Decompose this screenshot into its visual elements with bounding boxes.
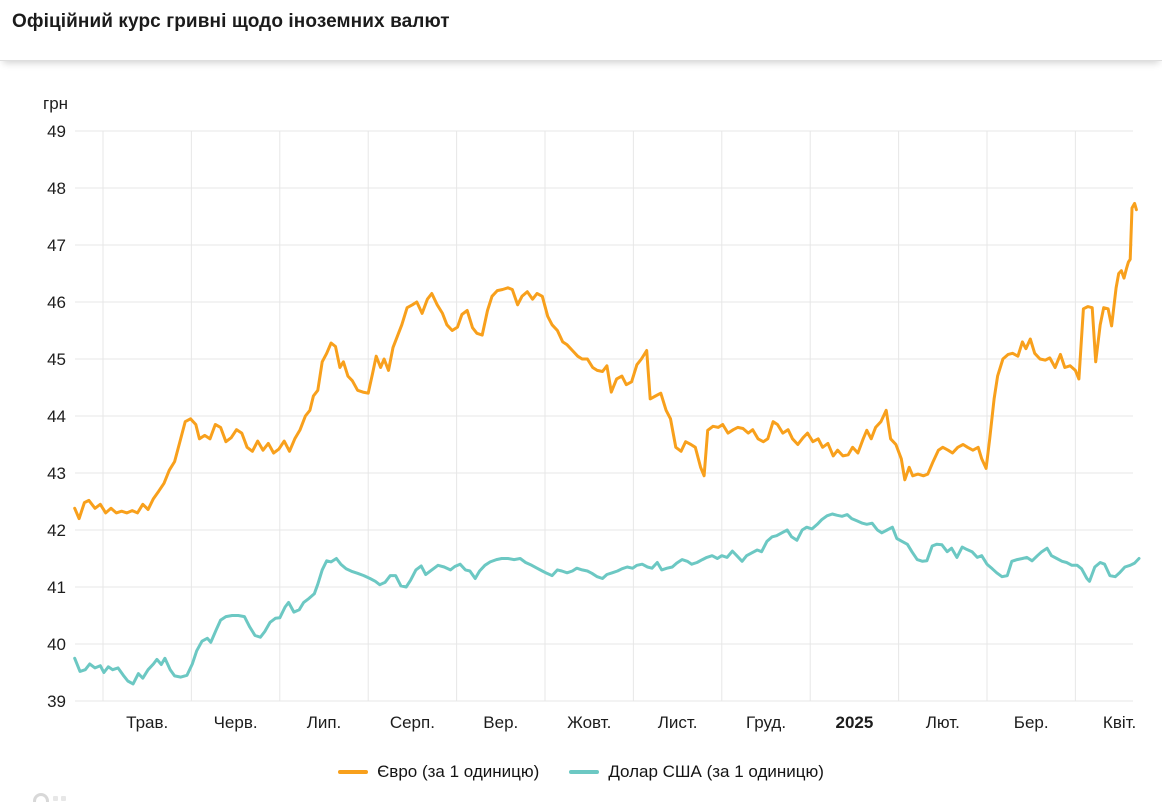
- x-axis-month-label: Лют.: [926, 713, 960, 732]
- x-axis-month-label: Бер.: [1014, 713, 1049, 732]
- x-axis-month-label: Лип.: [307, 713, 342, 732]
- usd-rate-line[interactable]: [73, 512, 1141, 686]
- y-axis-tick: 48: [47, 179, 66, 198]
- y-axis-tick: 44: [47, 407, 66, 426]
- y-axis-unit-label: грн: [43, 94, 68, 113]
- x-axis-month-label: Груд.: [746, 713, 786, 732]
- y-axis-tick: 45: [47, 350, 66, 369]
- x-axis-month-label: Серп.: [390, 713, 435, 732]
- x-axis-month-label: Трав.: [126, 713, 168, 732]
- legend-item-usd[interactable]: Долар США (за 1 одиницю): [569, 762, 824, 782]
- watermark-circle-icon: [33, 793, 49, 802]
- header-bar: Офіційний курс гривні щодо іноземних вал…: [0, 0, 1162, 61]
- watermark-logo: [33, 793, 75, 802]
- x-axis-month-label: Жовт.: [567, 713, 611, 732]
- x-axis-month-label: 2025: [835, 713, 873, 732]
- eur-rate-line[interactable]: [73, 201, 1138, 521]
- x-axis-month-label: Черв.: [214, 713, 258, 732]
- usd-line-swatch: [569, 770, 600, 774]
- x-axis-month-label: Квіт.: [1103, 713, 1136, 732]
- y-axis-tick: 43: [47, 464, 66, 483]
- legend-item-euro[interactable]: Євро (за 1 одиницю): [338, 762, 539, 782]
- legend-label-euro: Євро (за 1 одиницю): [377, 762, 540, 781]
- watermark-dot: [53, 796, 58, 801]
- watermark-dot: [61, 796, 66, 801]
- x-axis-month-label: Вер.: [483, 713, 518, 732]
- y-axis-tick: 41: [47, 578, 66, 597]
- x-axis-month-label: Лист.: [658, 713, 698, 732]
- y-axis-tick: 40: [47, 635, 66, 654]
- y-axis-tick: 47: [47, 236, 66, 255]
- euro-line-swatch: [338, 770, 369, 774]
- chart-legend: Євро (за 1 одиницю) Долар США (за 1 один…: [0, 756, 1162, 788]
- y-axis-tick: 49: [47, 122, 66, 141]
- page-title: Офіційний курс гривні щодо іноземних вал…: [12, 11, 450, 32]
- y-axis-tick: 46: [47, 293, 66, 312]
- y-axis-tick: 39: [47, 692, 66, 711]
- y-axis-tick: 42: [47, 521, 66, 540]
- legend-label-usd: Долар США (за 1 одиницю): [608, 762, 824, 781]
